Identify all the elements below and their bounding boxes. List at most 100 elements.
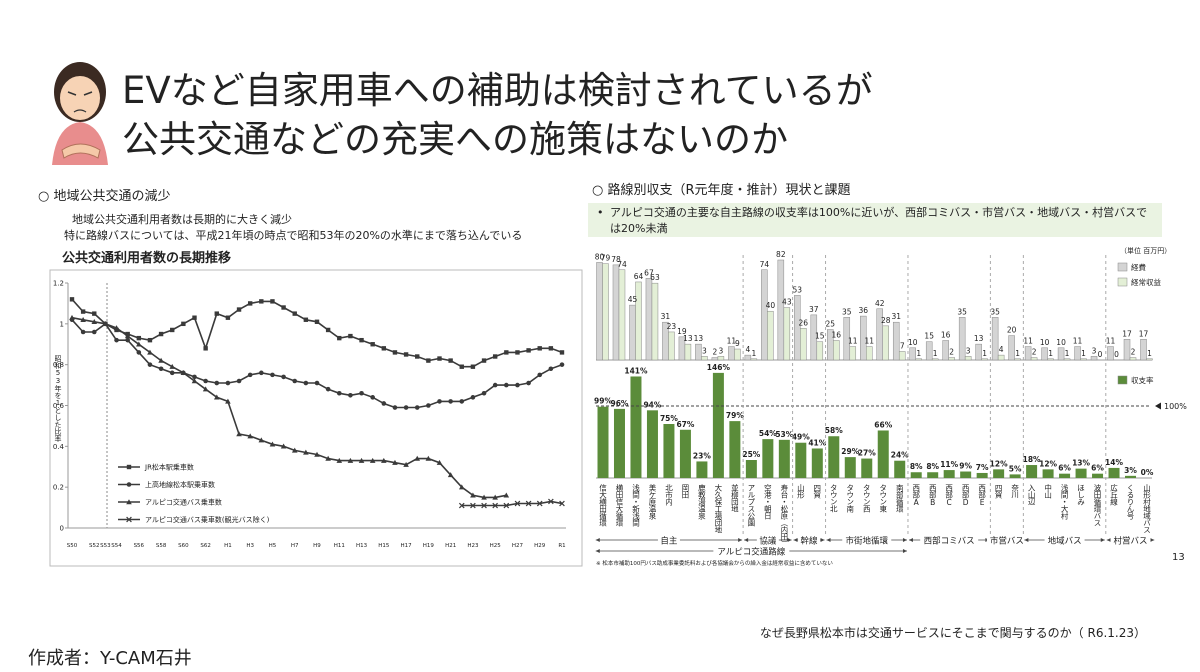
marker [191, 378, 198, 384]
marker [113, 325, 120, 331]
footnote: ※ 松本市補助100円バス助成事業委託料および各協議会からの繰入金は経常収益に含… [596, 559, 833, 567]
marker [236, 431, 242, 437]
title-line: 公共交通などの充実への施策はないのか [122, 118, 788, 161]
cost-label: 3 [1092, 346, 1097, 355]
ratio-label: 7% [976, 463, 989, 472]
marker [136, 335, 142, 341]
marker [559, 362, 565, 367]
marker [214, 380, 220, 386]
cost-label: 19 [677, 327, 687, 336]
y-tick-label: 0.4 [53, 443, 65, 451]
group-label: 村営バス [1114, 536, 1148, 547]
cost-label: 13 [694, 334, 704, 343]
category-label: 美ケ原温泉 [648, 483, 657, 520]
series-line [461, 500, 563, 507]
revenue-bar [701, 356, 708, 361]
series-line [71, 298, 563, 368]
marker [203, 346, 208, 351]
marker [437, 356, 442, 361]
revenue-bar [849, 346, 857, 361]
revenue-label: 16 [832, 330, 842, 339]
cost-label: 37 [809, 305, 819, 314]
cost-bar [645, 278, 653, 361]
legend-swatch [1117, 375, 1128, 385]
x-tick-label: H23 [467, 543, 479, 549]
ratio-bar [1026, 465, 1038, 478]
marker [281, 374, 286, 380]
ratio-bar [762, 439, 774, 478]
category-label: タウン南 [846, 484, 855, 513]
ratio-label: 29% [841, 447, 859, 456]
cost-label: 17 [1122, 329, 1132, 338]
category-label: 入山辺 [1027, 484, 1036, 507]
marker [370, 395, 375, 400]
marker [548, 346, 554, 351]
ratio-label: 23% [693, 451, 711, 460]
person-icon [52, 62, 108, 165]
marker [225, 315, 231, 320]
marker [303, 380, 309, 386]
marker [459, 399, 465, 404]
revenue-bar [717, 356, 725, 361]
x-tick-label: S62 [200, 543, 211, 549]
marker [225, 398, 231, 404]
series-line [71, 316, 507, 499]
marker [236, 307, 242, 312]
marker [414, 455, 421, 461]
ratio-label: 12% [990, 459, 1008, 468]
marker [403, 405, 409, 410]
cost-label: 17 [1139, 329, 1149, 338]
revenue-bar [833, 340, 840, 361]
ratio-label: 141% [624, 366, 648, 375]
marker [358, 457, 365, 463]
x-tick-label: H29 [534, 543, 546, 549]
ratio-label: 54% [759, 429, 777, 438]
ratio-label: 18% [1023, 455, 1041, 464]
revenue-bar [981, 358, 988, 361]
ratio-label: 146% [707, 363, 731, 372]
cost-label: 82 [776, 250, 786, 259]
revenue-label: 79 [601, 254, 611, 263]
marker [314, 380, 320, 386]
marker [470, 492, 476, 498]
marker [202, 386, 209, 392]
revenue-label: 1 [916, 349, 921, 358]
category-label: タウン東 [878, 484, 887, 514]
legend-marker [126, 464, 132, 470]
revenue-bar [964, 356, 972, 361]
marker [503, 502, 510, 509]
ratio-label: 99% [594, 397, 612, 406]
cost-bar [892, 321, 900, 361]
cost-bar [975, 343, 982, 361]
legend-marker [126, 516, 132, 523]
ratio-bar [811, 448, 823, 478]
revenue-bar [898, 351, 906, 361]
ratio-label: 79% [726, 411, 744, 420]
marker [336, 390, 342, 396]
marker [492, 354, 498, 359]
section-heading: ○ 地域公共交通の減少 [38, 188, 170, 204]
marker [169, 363, 176, 369]
category-label: タウン西 [862, 484, 871, 514]
marker [325, 386, 331, 392]
marker [203, 378, 208, 384]
marker [280, 443, 287, 449]
marker [537, 346, 542, 351]
marker [292, 378, 298, 384]
revenue-label: 40 [766, 301, 776, 310]
cost-label: 10 [908, 338, 918, 347]
cost-bar [1024, 346, 1032, 361]
category-label: 北市内 [664, 484, 673, 507]
cost-label: 11 [1023, 337, 1033, 346]
marker [80, 309, 86, 314]
cost-bar [1090, 356, 1098, 361]
series-line [71, 319, 563, 409]
ratio-bar [1092, 473, 1104, 478]
group-label: 市営バス [990, 536, 1024, 547]
revenue-label: 3 [702, 346, 707, 355]
marker [170, 327, 175, 333]
ratio-label: 5% [1009, 464, 1022, 473]
ratio-label: 9% [959, 462, 972, 471]
marker [459, 364, 464, 369]
revenue-label: 11 [848, 337, 858, 346]
